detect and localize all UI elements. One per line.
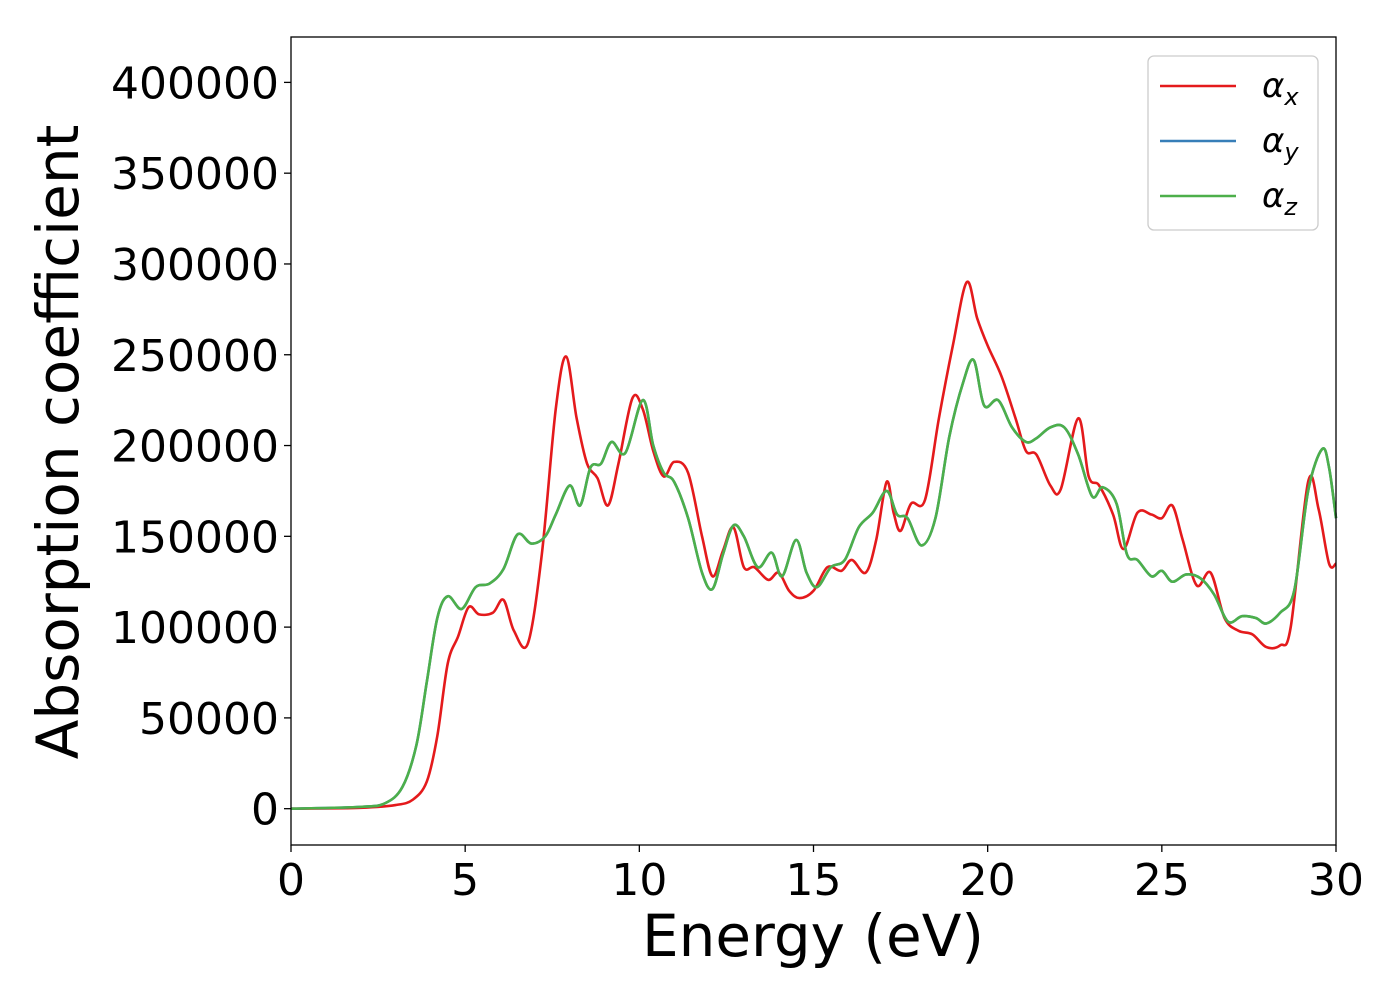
y-tick-label: 300000	[111, 240, 279, 291]
y-tick-label: 150000	[111, 512, 279, 563]
y-axis: 0 50000 100000 150000 200000 250000 300000 3500…	[111, 58, 291, 836]
x-tick-label: 0	[277, 855, 305, 906]
legend: αx αy αz	[1147, 55, 1319, 231]
legend-label-x: αx	[1262, 66, 1299, 111]
y-tick-label: 200000	[111, 422, 279, 473]
y-tick-label: 50000	[139, 694, 279, 745]
legend-label-y: αy	[1262, 121, 1299, 166]
x-tick-label: 10	[611, 855, 667, 906]
series-layer	[290, 280, 1338, 810]
y-tick-label: 350000	[111, 149, 279, 200]
y-tick-label: 100000	[111, 603, 279, 654]
series-line-z	[290, 358, 1338, 810]
legend-box	[1147, 55, 1319, 231]
x-axis: 0 5 10 15 20 25 30	[277, 845, 1364, 906]
y-tick-label: 250000	[111, 331, 279, 382]
x-tick-label: 20	[960, 855, 1016, 906]
legend-label-z: αz	[1262, 176, 1298, 221]
x-axis-label: Energy (eV)	[642, 902, 984, 970]
x-tick-label: 15	[786, 855, 842, 906]
x-tick-label: 30	[1308, 855, 1364, 906]
y-tick-label: 400000	[111, 58, 279, 109]
y-axis-label: Absorption coefficient	[24, 125, 92, 760]
y-tick-label: 0	[251, 785, 279, 836]
x-tick-label: 25	[1134, 855, 1190, 906]
series-line-x	[290, 280, 1337, 810]
x-tick-label: 5	[451, 855, 479, 906]
